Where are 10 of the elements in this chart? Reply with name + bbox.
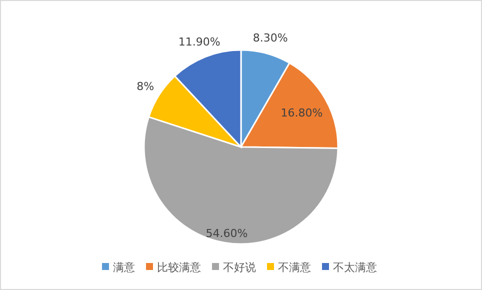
data-label: 11.90% (178, 35, 220, 48)
data-label: 8% (136, 80, 154, 93)
data-label: 16.80% (280, 106, 323, 120)
data-label: 8.30% (252, 31, 288, 44)
data-label: 54.60% (206, 227, 248, 240)
legend-label: 满意 (113, 261, 135, 274)
legend-label: 不太满意 (333, 261, 377, 274)
legend-label: 比较满意 (157, 261, 201, 274)
legend-label: 不满意 (278, 261, 311, 274)
legend-label: 不好说 (223, 261, 256, 274)
